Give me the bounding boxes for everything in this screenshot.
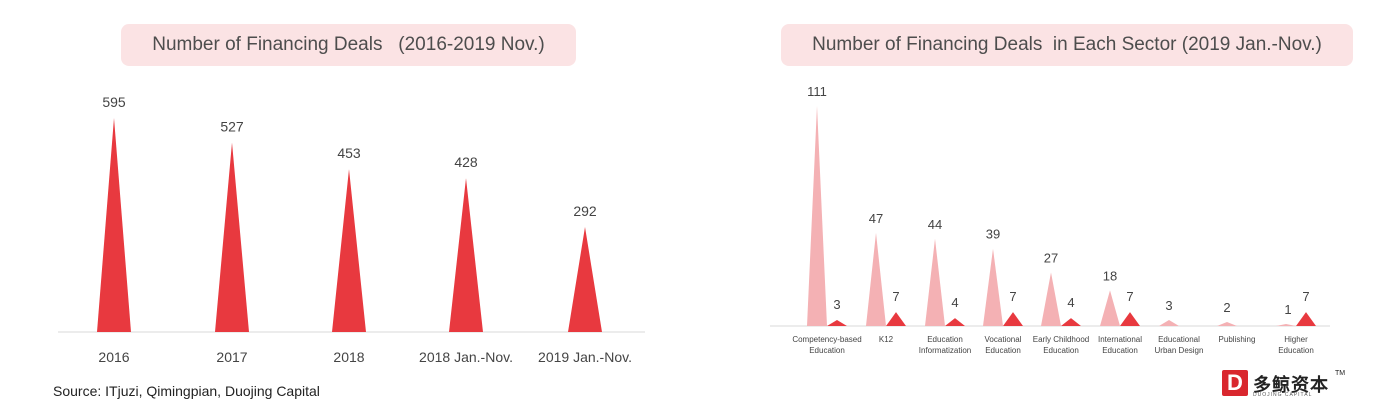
right-bar-a-1 (866, 232, 886, 326)
right-data-label-a-7: 2 (1223, 300, 1230, 315)
right-tick-label-5-0: International (1098, 335, 1142, 344)
logo-subtitle: DUOJING CAPITAL (1253, 392, 1313, 398)
right-tick-label-3-0: Vocational (985, 335, 1022, 344)
logo-name: 多鲸资本 (1253, 375, 1329, 396)
right-data-label-b-4: 4 (1067, 295, 1074, 310)
right-tick-label-0-0: Competency-based (792, 335, 861, 344)
right-bar-a-4 (1041, 272, 1061, 326)
source-note: Source: ITjuzi, Qimingpian, Duojing Capi… (53, 383, 320, 399)
right-bar-a-5 (1100, 290, 1120, 326)
right-data-label-a-2: 44 (928, 217, 942, 232)
right-data-label-a-8: 1 (1284, 302, 1291, 317)
left-bar-2 (332, 169, 366, 332)
left-chart-title: Number of Financing Deals (2016-2019 Nov… (121, 24, 576, 66)
left-bar-3 (449, 178, 483, 332)
right-bar-b-2 (945, 318, 965, 326)
right-tick-label-8-1: Education (1278, 346, 1314, 355)
left-bar-4 (568, 226, 602, 332)
right-bar-a-8 (1276, 324, 1296, 326)
left-tick-label-4: 2019 Jan.-Nov. (538, 349, 632, 365)
left-tick-label-1: 2017 (216, 349, 247, 365)
right-bar-a-2 (925, 238, 945, 326)
right-tick-label-6-1: Urban Design (1155, 346, 1204, 355)
right-bar-a-3 (983, 248, 1003, 326)
logo-trademark: TM (1335, 370, 1346, 377)
right-data-label-b-5: 7 (1126, 289, 1133, 304)
right-data-label-b-0: 3 (833, 297, 840, 312)
right-bar-b-8 (1296, 312, 1316, 326)
right-bar-b-3 (1003, 312, 1023, 326)
right-tick-label-7-0: Publishing (1219, 335, 1256, 344)
right-chart-title: Number of Financing Deals in Each Sector… (781, 24, 1353, 66)
left-data-label-2: 453 (337, 145, 361, 161)
right-data-label-a-1: 47 (869, 211, 883, 226)
right-data-label-b-1: 7 (892, 289, 899, 304)
right-tick-label-0-1: Education (809, 346, 845, 355)
right-data-label-b-8: 7 (1302, 289, 1309, 304)
right-bar-a-0 (807, 106, 827, 326)
left-tick-label-0: 2016 (98, 349, 129, 365)
right-tick-label-2-1: Informatization (919, 346, 971, 355)
right-data-label-a-3: 39 (986, 227, 1000, 242)
left-data-label-3: 428 (454, 154, 478, 170)
right-tick-label-1-0: K12 (879, 335, 894, 344)
right-tick-label-3-1: Education (985, 346, 1021, 355)
logo-mark: D (1222, 370, 1248, 396)
right-tick-label-8-0: Higher (1284, 335, 1308, 344)
right-bar-a-6 (1159, 320, 1179, 326)
right-bar-b-5 (1120, 312, 1140, 326)
right-tick-label-4-1: Education (1043, 346, 1079, 355)
right-data-label-a-0: 111 (807, 84, 827, 99)
right-tick-label-2-0: Education (927, 335, 963, 344)
right-bar-b-0 (827, 320, 847, 326)
right-bar-b-4 (1061, 318, 1081, 326)
left-tick-label-3: 2018 Jan.-Nov. (419, 349, 513, 365)
right-tick-label-4-0: Early Childhood (1033, 335, 1089, 344)
left-bar-1 (215, 142, 249, 332)
right-bar-a-7 (1217, 322, 1237, 326)
right-tick-label-6-0: Educational (1158, 335, 1200, 344)
left-data-label-0: 595 (102, 94, 126, 110)
company-logo: D 多鲸资本 DUOJING CAPITAL TM (1222, 370, 1346, 400)
left-data-label-4: 292 (573, 203, 597, 219)
left-bar-0 (97, 118, 131, 332)
right-bar-b-1 (886, 312, 906, 326)
right-data-label-a-4: 27 (1044, 250, 1058, 265)
right-data-label-b-3: 7 (1009, 289, 1016, 304)
right-data-label-a-5: 18 (1103, 268, 1117, 283)
right-tick-label-5-1: Education (1102, 346, 1138, 355)
left-tick-label-2: 2018 (333, 349, 364, 365)
right-data-label-b-2: 4 (951, 295, 958, 310)
right-data-label-a-6: 3 (1165, 298, 1172, 313)
left-data-label-1: 527 (220, 118, 244, 134)
